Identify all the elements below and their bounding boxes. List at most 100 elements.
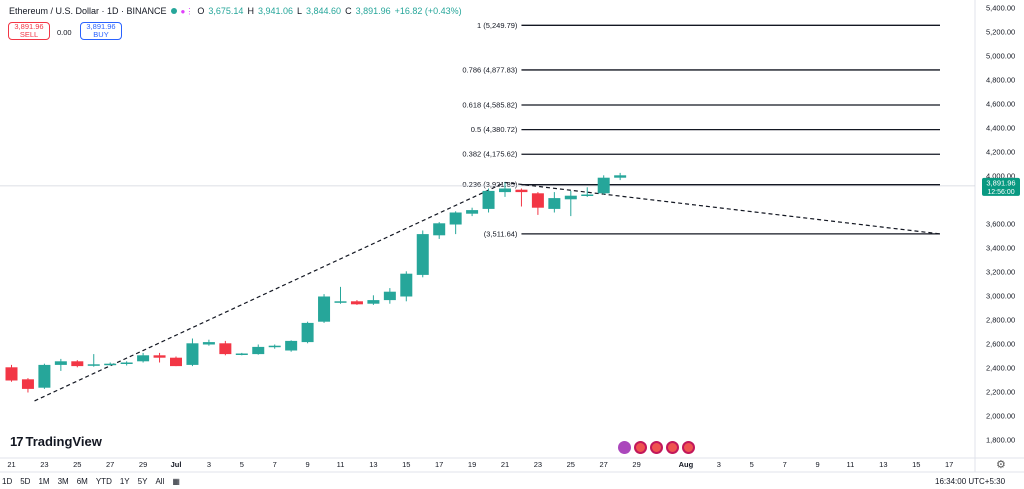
symbol-header: Ethereum / U.S. Dollar · 1D · BINANCE ●⋮… [9, 6, 462, 16]
us-flag-event-icon[interactable] [682, 441, 695, 454]
x-tick-label: 5 [240, 460, 244, 469]
x-tick-label: 23 [40, 460, 48, 469]
x-tick-label: 29 [632, 460, 640, 469]
y-tick-label: 4,800.00 [986, 75, 1015, 84]
candle-body-up [301, 322, 314, 343]
candle-body-up [38, 364, 51, 388]
x-tick-label: 21 [501, 460, 509, 469]
candle-body-down [515, 189, 528, 193]
x-tick-label: 29 [139, 460, 147, 469]
candle-body-down [71, 361, 84, 367]
x-tick-label: 3 [717, 460, 721, 469]
timeframe-all[interactable]: All [155, 477, 165, 486]
candle-body-up [186, 343, 199, 365]
x-tick-label: 13 [879, 460, 887, 469]
timeframe-1d[interactable]: 1D [2, 477, 13, 486]
tradingview-logo-text: TradingView [25, 434, 102, 449]
y-tick-label: 2,800.00 [986, 315, 1015, 324]
candle-body-up [202, 342, 215, 345]
us-flag-event-icon[interactable] [666, 441, 679, 454]
event-icons [618, 441, 695, 454]
x-tick-label: 13 [369, 460, 377, 469]
candle-body-down [170, 357, 182, 367]
settings-gear-icon[interactable]: ⚙ [996, 459, 1006, 471]
buy-label: BUY [93, 30, 109, 39]
y-tick-label: 3,600.00 [986, 219, 1015, 228]
sell-button[interactable]: 3,891.96 SELL [8, 22, 50, 40]
candle-body-up [449, 212, 462, 225]
candle-body-up [268, 345, 281, 348]
candle-body-up [367, 300, 380, 304]
close-label: C [345, 6, 352, 16]
timeframe-5d[interactable]: 5D [20, 477, 31, 486]
candle-body-down [21, 379, 34, 389]
x-tick-label: 27 [600, 460, 608, 469]
tradingview-logo[interactable]: 17 TradingView [10, 434, 102, 449]
x-tick-label: 11 [847, 460, 855, 469]
candle-body-down [531, 193, 544, 208]
us-flag-event-icon[interactable] [650, 441, 663, 454]
timeframe-1y[interactable]: 1Y [119, 477, 130, 486]
candle-body-up [548, 198, 561, 209]
x-tick-label: 9 [815, 460, 819, 469]
x-tick-label: 7 [783, 460, 787, 469]
buy-button[interactable]: 3,891.96 BUY [80, 22, 122, 40]
candle-body-up [235, 353, 248, 355]
x-tick-label: 25 [567, 460, 575, 469]
candle-body-up [482, 190, 495, 209]
high-value: 3,941.06 [257, 6, 293, 16]
x-tick-label: 15 [402, 460, 410, 469]
fib-level-label: (3,511.64) [484, 229, 518, 238]
y-tick-label: 3,000.00 [986, 291, 1015, 300]
x-tick-label: 21 [7, 460, 15, 469]
fib-level-label: 1 (5,249.79) [477, 21, 518, 30]
price-tag-value: 3,891.96 [986, 178, 1015, 187]
tradingview-mark-icon: 17 [10, 434, 24, 449]
y-tick-label: 5,400.00 [986, 3, 1015, 12]
calendar-icon[interactable]: ▦ [172, 477, 180, 486]
fib-level-label: 0.786 (4,877.83) [462, 65, 518, 74]
timeframe-5y[interactable]: 5Y [137, 477, 148, 486]
y-tick-label: 2,000.00 [986, 411, 1015, 420]
candle-body-down [153, 355, 166, 358]
y-tick-label: 2,200.00 [986, 387, 1015, 396]
x-tick-label: 15 [912, 460, 920, 469]
candle-body-up [564, 195, 577, 200]
x-tick-label: 17 [435, 460, 443, 469]
sell-price: 3,891.96 [14, 22, 44, 31]
candle-body-up [87, 364, 100, 366]
timeframe-6m[interactable]: 6M [76, 477, 88, 486]
candle-body-up [383, 291, 396, 301]
timeframe-3m[interactable]: 3M [57, 477, 69, 486]
x-tick-label: 19 [468, 460, 476, 469]
x-tick-label: 25 [73, 460, 81, 469]
y-tick-label: 1,800.00 [986, 435, 1015, 444]
candle-body-up [416, 234, 429, 275]
share-icon[interactable]: ●⋮ [180, 6, 194, 16]
x-tick-label: 17 [945, 460, 953, 469]
symbol-title[interactable]: Ethereum / U.S. Dollar · 1D · BINANCE [9, 6, 167, 16]
y-tick-label: 5,000.00 [986, 51, 1015, 60]
buy-price: 3,891.96 [86, 22, 116, 31]
fib-level-label: 0.382 (4,175.62) [462, 150, 518, 159]
us-flag-event-icon[interactable] [634, 441, 647, 454]
change-value: +16.82 (+0.43%) [394, 6, 462, 16]
y-tick-label: 3,200.00 [986, 267, 1015, 276]
candle-body-up [252, 346, 265, 355]
footer-clock[interactable]: 16:34:00 UTC+5:30 [935, 477, 1006, 486]
flash-event-icon[interactable] [618, 441, 631, 454]
x-tick-label: 27 [106, 460, 114, 469]
x-tick-label: 3 [207, 460, 211, 469]
dashed-trend-line[interactable] [34, 181, 941, 402]
y-tick-label: 2,600.00 [986, 339, 1015, 348]
timeframe-ytd[interactable]: YTD [95, 477, 112, 486]
timeframe-1m[interactable]: 1M [38, 477, 50, 486]
price-tag [982, 177, 1020, 196]
candle-body-up [104, 363, 117, 366]
fib-level-label: 0.5 (4,380.72) [471, 125, 518, 134]
y-tick-label: 4,400.00 [986, 123, 1015, 132]
close-value: 3,891.96 [355, 6, 391, 16]
candle-body-up [120, 362, 133, 364]
